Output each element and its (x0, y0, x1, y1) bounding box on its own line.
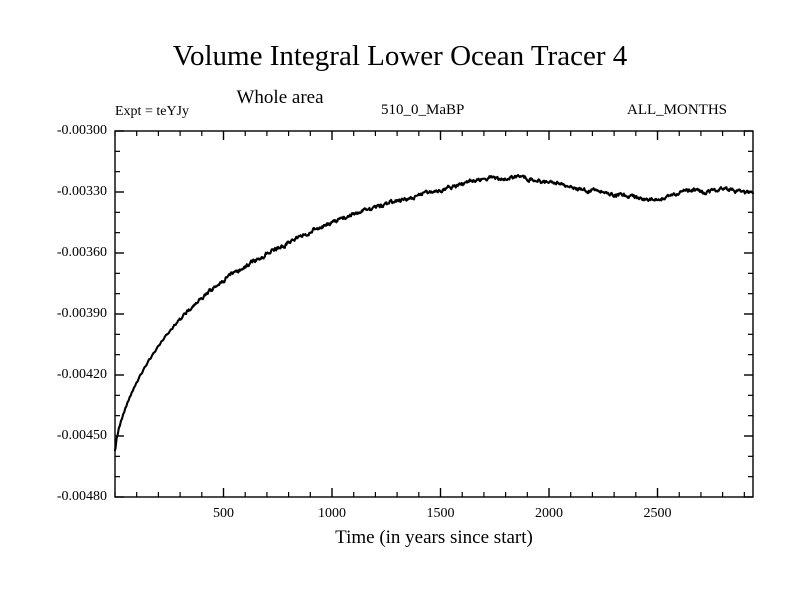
data-curve-group (113, 173, 755, 452)
axis-tick-marks (114, 130, 753, 498)
experiment-label: Expt = teYJy (115, 104, 189, 119)
period-label: 510_0_MaBP (381, 102, 465, 118)
axis-frame (114, 130, 754, 498)
chart-subtitle: Whole area (236, 87, 324, 108)
data-series-line (113, 173, 755, 452)
page-title: Volume Integral Lower Ocean Tracer 4 (172, 40, 628, 72)
x-axis-title: Time (in years since start) (335, 527, 533, 548)
months-label: ALL_MONTHS (627, 102, 727, 118)
